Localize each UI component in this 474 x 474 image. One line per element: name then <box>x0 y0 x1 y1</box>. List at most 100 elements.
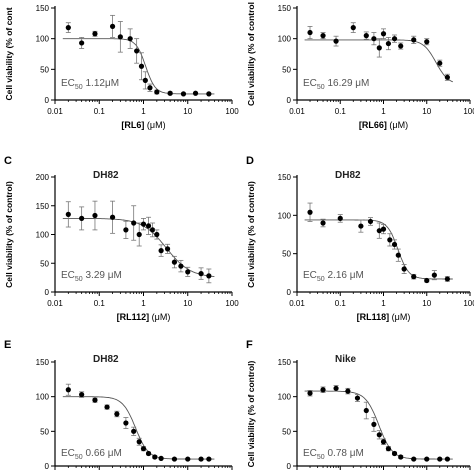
data-point <box>65 25 71 31</box>
data-point <box>192 90 199 96</box>
fit-curve <box>304 39 453 83</box>
x-axis-label: [RL66] (μM) <box>359 120 408 130</box>
data-point <box>380 226 387 232</box>
data-point <box>92 31 98 37</box>
panel-3: 0 50 100 150 200 0.01 0.1 1 10 100 Cell viability … <box>4 155 239 322</box>
x-axis-label-compound: [RL112] <box>117 312 150 322</box>
ec50-value: 2.16 μM <box>325 270 364 281</box>
y-tick-label: 50 <box>40 259 49 268</box>
data-point <box>371 421 377 427</box>
data-point <box>363 33 369 39</box>
data-point <box>104 404 110 410</box>
data-point <box>320 33 326 39</box>
panel-letter: E <box>4 339 11 351</box>
x-tick-label: 0.1 <box>335 299 347 308</box>
data-point <box>127 36 133 42</box>
y-tick-label: 50 <box>282 65 291 74</box>
data-point <box>123 227 129 233</box>
x-tick-label: 10 <box>422 299 431 308</box>
data-point <box>198 456 204 462</box>
x-tick-label: 1 <box>141 107 146 116</box>
x-tick-label: 0.1 <box>94 299 106 308</box>
ec50-value: 0.78 μM <box>325 448 364 459</box>
data-point <box>136 231 142 238</box>
data-point <box>198 271 204 277</box>
x-axis-label: [RL118] (μM) <box>357 312 411 322</box>
data-point <box>92 212 98 219</box>
data-point <box>307 209 313 215</box>
ec50-value: 3.29 μM <box>83 270 122 281</box>
data-point <box>337 215 343 221</box>
x-tick-label: 10 <box>183 107 192 116</box>
data-point <box>138 63 145 69</box>
data-point <box>401 266 407 272</box>
x-axis-label: [RL112] (μM) <box>117 312 171 322</box>
cell-line-label: DH82 <box>93 354 119 365</box>
data-point <box>444 74 450 80</box>
data-point <box>380 439 387 445</box>
y-tick-label: 0 <box>287 288 292 297</box>
data-point <box>371 36 377 42</box>
y-axis-label: Cell viability (% of control) <box>4 181 14 288</box>
data-point <box>140 221 147 227</box>
ec50-value: 1.12μM <box>83 78 119 89</box>
data-point <box>136 439 142 445</box>
data-point <box>391 36 398 42</box>
data-point <box>444 456 450 462</box>
data-point <box>65 387 71 393</box>
ec50-label: EC <box>303 448 317 459</box>
x-tick-label: 0.1 <box>335 107 347 116</box>
ec50-label: EC <box>303 270 317 281</box>
ec50-annotation: EC50 1.12μM <box>61 78 119 91</box>
data-point <box>185 269 191 275</box>
y-tick-label: 0 <box>287 96 292 105</box>
y-tick-label: 150 <box>36 4 50 13</box>
data-point <box>320 220 326 226</box>
y-tick-label: 150 <box>278 4 292 13</box>
data-point <box>411 274 417 280</box>
ec50-subscript: 50 <box>75 276 83 283</box>
x-axis-label-compound: [RL6] <box>121 120 144 130</box>
y-tick-label: 50 <box>282 427 291 436</box>
x-axis-label-unit: (μM) <box>144 120 165 130</box>
data-point <box>437 60 443 66</box>
panel-2: 0 50 100 150 0.01 0.1 1 10 100 Cell viability (% … <box>246 2 474 130</box>
data-point <box>376 45 382 51</box>
x-tick-label: 100 <box>225 107 239 116</box>
ec50-annotation: EC50 16.29 μM <box>303 78 369 91</box>
data-point <box>145 223 152 229</box>
data-point <box>79 215 85 221</box>
y-tick-label: 0 <box>287 462 292 471</box>
panel-letter: C <box>4 155 12 167</box>
data-point <box>167 90 173 96</box>
data-point <box>367 218 374 225</box>
fit-curve <box>62 217 215 278</box>
data-point <box>117 34 123 40</box>
data-point <box>350 25 356 31</box>
x-tick-label: 1 <box>381 299 386 308</box>
data-point <box>307 29 313 36</box>
data-point <box>424 277 430 284</box>
x-axis-label-compound: [RL66] <box>359 120 387 130</box>
data-point <box>376 228 382 234</box>
x-tick-label: 100 <box>225 299 239 308</box>
data-point <box>398 454 404 460</box>
ec50-label: EC <box>303 78 317 89</box>
ec50-value: 0.66 μM <box>83 448 122 459</box>
data-point <box>134 48 140 54</box>
data-point <box>65 211 71 217</box>
y-axis-label: Cell viability (% of control) <box>246 360 256 467</box>
ec50-label: EC <box>61 270 75 281</box>
ec50-value: 16.29 μM <box>325 78 370 89</box>
data-point <box>152 454 158 460</box>
x-tick-label: 10 <box>422 107 431 116</box>
data-point <box>411 456 417 462</box>
data-point <box>380 31 387 37</box>
panel-4: 0 50 100 150 0.01 0.1 1 10 100 Cell viability (% … <box>246 155 474 322</box>
data-point <box>385 40 392 47</box>
data-point <box>395 252 401 258</box>
y-tick-label: 0 <box>45 288 50 297</box>
x-tick-label: 10 <box>183 299 192 308</box>
data-point <box>424 39 430 45</box>
